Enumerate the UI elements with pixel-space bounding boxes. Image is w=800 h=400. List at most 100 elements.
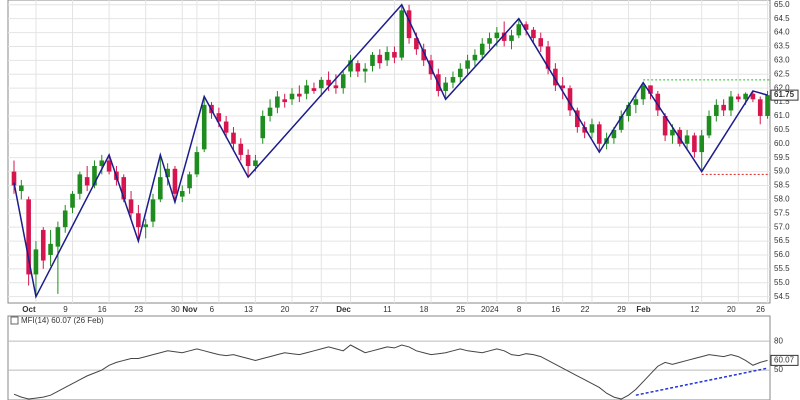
candle-body — [399, 10, 405, 58]
candle-body — [19, 185, 24, 192]
x-tick-label: Nov — [182, 305, 198, 314]
y-tick-label: 57.0 — [774, 222, 790, 231]
y-tick-label: 55.0 — [774, 278, 790, 287]
last-value-label: 60.07 — [774, 355, 795, 364]
y-tick-label: 55.5 — [774, 264, 790, 273]
candle-body — [304, 85, 309, 94]
x-tick-label: 27 — [310, 305, 319, 314]
y-tick-label: 60.0 — [774, 139, 790, 148]
candle-body — [633, 99, 639, 105]
y-tick-label: 63.5 — [774, 42, 790, 51]
candle-body — [26, 199, 31, 275]
x-tick-label: 13 — [244, 305, 253, 314]
candle-body — [362, 68, 368, 72]
candle-body — [757, 99, 763, 116]
candle-body — [465, 60, 470, 69]
candle-body — [523, 24, 529, 30]
last-value-box — [770, 354, 799, 366]
y-tick-label: 60.5 — [774, 125, 790, 134]
x-tick-label: 20 — [281, 305, 290, 314]
candle-body — [245, 154, 251, 167]
candle-body — [472, 54, 478, 61]
candle-body — [575, 110, 580, 128]
x-tick-label: Feb — [636, 305, 650, 314]
candle-body — [99, 160, 105, 167]
candle-body — [538, 38, 544, 47]
y-tick-label: 54.5 — [774, 292, 790, 301]
x-tick-label: 25 — [456, 305, 465, 314]
y-tick-label: 59.5 — [774, 153, 790, 162]
x-tick-label: 20 — [727, 305, 736, 314]
candle-body — [443, 82, 448, 91]
y-tick-label: 58.5 — [774, 181, 790, 190]
candle-body — [721, 104, 726, 111]
x-tick-label: 6 — [210, 305, 215, 314]
candle-body — [406, 10, 412, 39]
candle-body — [106, 160, 112, 172]
y-tick-label: 65.0 — [774, 0, 790, 9]
candle-body — [699, 135, 705, 153]
candle-body — [618, 115, 624, 130]
candle-body — [670, 129, 675, 136]
y-tick-label: 57.5 — [774, 208, 790, 217]
y-tick-label: 58.0 — [774, 194, 790, 203]
candle-body — [253, 160, 258, 167]
mfi-line — [13, 344, 768, 400]
candle-body — [84, 177, 90, 186]
candle-body — [187, 174, 192, 189]
x-tick-label: 9 — [63, 305, 68, 314]
candle-body — [692, 135, 697, 153]
mfi-icon — [10, 316, 19, 325]
last-price-box — [770, 89, 799, 101]
candle-body — [55, 227, 61, 247]
x-tick-label: 16 — [551, 305, 560, 314]
y-tick-label: 64.0 — [774, 28, 790, 37]
candle-body — [560, 85, 565, 89]
candle-body — [735, 96, 741, 100]
candle-body — [640, 85, 646, 100]
candle-body — [275, 96, 280, 108]
candle-body — [297, 93, 302, 97]
x-tick-label: 26 — [756, 305, 765, 314]
trend-line — [635, 367, 768, 396]
candle-body — [662, 115, 668, 136]
x-tick-label: 11 — [383, 305, 392, 314]
mfi-title: MFI(14) 60.07 (26 Feb) — [21, 316, 104, 325]
x-tick-label: 29 — [617, 305, 626, 314]
candle-body — [355, 63, 361, 72]
candle-body — [282, 99, 287, 103]
y-tick-label: 56.5 — [774, 236, 790, 245]
candle-body — [750, 93, 756, 100]
candle-body — [194, 152, 200, 175]
candle-body — [589, 124, 595, 133]
x-tick-label: 30 — [171, 305, 180, 314]
candle-body — [626, 104, 631, 116]
candle-body — [62, 210, 68, 228]
y-tick-label: 61.5 — [774, 97, 790, 106]
candle-body — [509, 35, 514, 41]
candle-body — [77, 174, 83, 194]
candle-body — [179, 191, 185, 197]
price-panel — [7, 0, 771, 304]
candle-body — [553, 68, 558, 86]
candle-body — [33, 249, 39, 275]
candle-body — [450, 77, 456, 83]
candle-body — [136, 213, 141, 228]
candle-body — [172, 168, 178, 194]
candle-body — [348, 60, 353, 72]
candle-body — [684, 135, 690, 144]
candle-body — [238, 143, 244, 155]
y-tick-label: 64.5 — [774, 14, 790, 23]
y-tick-label: 61.0 — [774, 111, 790, 120]
y-tick-label: 50 — [774, 365, 783, 374]
candle-body — [567, 88, 573, 111]
candle-body — [582, 127, 587, 133]
candle-body — [494, 32, 500, 39]
x-tick-label: 18 — [420, 305, 429, 314]
candle-body — [501, 32, 507, 41]
candle-body — [150, 199, 156, 222]
candle-body — [201, 104, 207, 150]
candle-body — [677, 129, 683, 144]
candle-body — [392, 52, 397, 58]
y-tick-label: 62.5 — [774, 69, 790, 78]
